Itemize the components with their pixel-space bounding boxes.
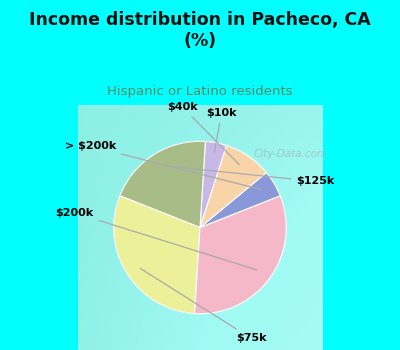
Wedge shape: [194, 196, 286, 314]
Text: City-Data.com: City-Data.com: [254, 149, 328, 159]
Text: $10k: $10k: [206, 108, 237, 153]
Wedge shape: [114, 196, 200, 314]
Text: $40k: $40k: [167, 102, 239, 165]
Text: Hispanic or Latino residents: Hispanic or Latino residents: [107, 85, 293, 98]
Wedge shape: [200, 141, 227, 228]
Wedge shape: [120, 141, 206, 228]
Text: $75k: $75k: [140, 268, 266, 343]
Text: $125k: $125k: [163, 166, 335, 187]
Wedge shape: [200, 173, 280, 228]
Wedge shape: [200, 146, 266, 228]
Text: Income distribution in Pacheco, CA
(%): Income distribution in Pacheco, CA (%): [29, 11, 371, 50]
Text: $200k: $200k: [56, 208, 257, 270]
Text: > $200k: > $200k: [65, 141, 260, 189]
